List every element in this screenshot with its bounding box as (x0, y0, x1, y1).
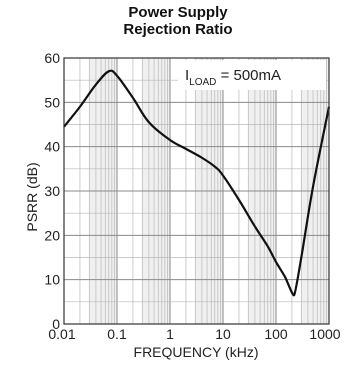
grid (63, 57, 329, 325)
y-tick-label: 40 (44, 139, 60, 155)
annotation-load-current: ILOAD = 500mA (185, 67, 281, 88)
y-tick-label: 50 (44, 94, 60, 110)
x-tick-label: 10 (215, 326, 231, 342)
plot-border (63, 57, 330, 325)
annotation-background (178, 60, 326, 90)
annotation-subscript: LOAD (189, 77, 216, 88)
series-group (63, 69, 331, 297)
chart-title-line-2: Rejection Ratio (123, 21, 233, 38)
x-tick-label: 1000 (309, 326, 340, 342)
annotation-group: ILOAD = 500mA (178, 60, 326, 90)
tick-labels: 0.01 0.1 1 10 100 1000 0 10 20 30 40 50 60 (44, 50, 340, 342)
y-tick-label: 60 (44, 50, 60, 66)
x-tick-label: 1 (166, 326, 174, 342)
y-axis-label: PSRR (dB) (24, 162, 40, 231)
plot-frame (63, 57, 330, 325)
x-axis-label: FREQUENCY (kHz) (134, 344, 259, 360)
chart-title-line-1: Power Supply (128, 4, 228, 21)
annotation-suffix: = 500mA (216, 67, 281, 84)
y-tick-label: 10 (44, 272, 60, 288)
series-line-0 (63, 69, 331, 297)
x-tick-label: 0.1 (107, 326, 127, 342)
annotation-prefix: I (185, 67, 189, 84)
x-tick-label: 100 (264, 326, 288, 342)
x-tick-label: 0.01 (48, 326, 75, 342)
y-tick-label: 20 (44, 227, 60, 243)
y-tick-label: 30 (44, 183, 60, 199)
y-tick-label: 0 (52, 316, 60, 332)
